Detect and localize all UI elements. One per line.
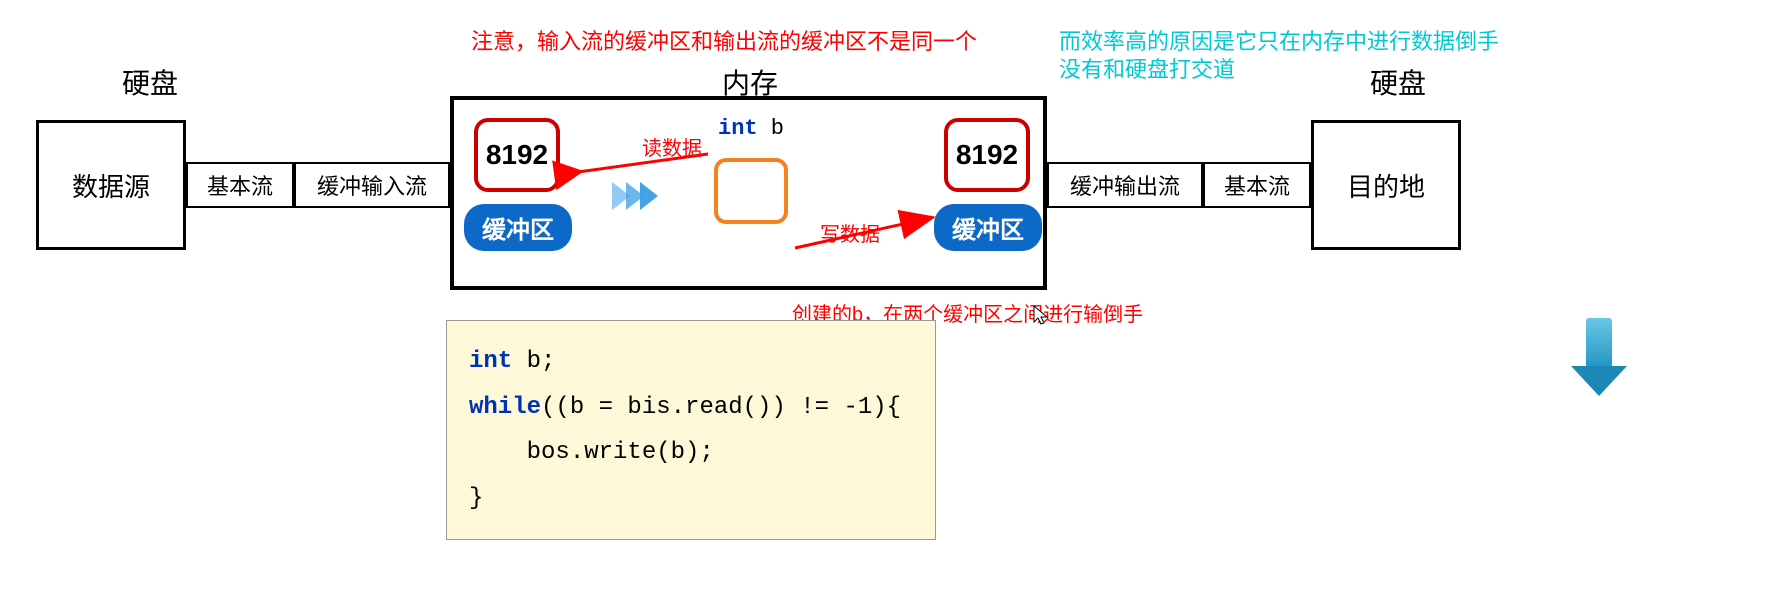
- box-source: 数据源: [36, 120, 186, 250]
- write-label: 写数据: [820, 218, 880, 247]
- note-efficiency-line2: 没有和硬盘打交道: [1059, 52, 1235, 84]
- buffer-left: 8192: [474, 118, 560, 192]
- code-block: int b; while((b = bis.read()) != -1){ bo…: [446, 320, 936, 540]
- code-line-1: int b;: [469, 339, 913, 385]
- buffer-right-label: 缓冲区: [934, 204, 1042, 251]
- read-chevrons-icon: [612, 182, 654, 210]
- code-kw-int: int: [469, 348, 512, 375]
- int-b-box: [714, 158, 788, 224]
- int-b-declaration: int b: [718, 116, 784, 141]
- box-buffered-output: 缓冲输出流: [1047, 162, 1203, 208]
- buffer-left-size: 8192: [486, 139, 548, 171]
- box-dest: 目的地: [1311, 120, 1461, 250]
- read-label: 读数据: [642, 132, 702, 161]
- code-line-4: }: [469, 476, 913, 522]
- box-buffered-input-label: 缓冲输入流: [317, 169, 427, 201]
- code-line-3: bos.write(b);: [469, 430, 913, 476]
- code-line2-rest: ((b = bis.read()) != -1){: [541, 394, 901, 421]
- box-basic-stream-right-label: 基本流: [1224, 169, 1290, 201]
- box-buffered-input: 缓冲输入流: [294, 162, 450, 208]
- buffer-right-size: 8192: [956, 139, 1018, 171]
- buffer-left-label: 缓冲区: [464, 204, 572, 251]
- int-b-keyword: int: [718, 116, 758, 141]
- note-buffer-difference: 注意，输入流的缓冲区和输出流的缓冲区不是同一个: [471, 24, 977, 56]
- buffer-right-label-text: 缓冲区: [952, 210, 1024, 245]
- box-source-label: 数据源: [72, 167, 150, 204]
- heading-right-disk: 硬盘: [1370, 62, 1426, 102]
- buffer-left-label-text: 缓冲区: [482, 210, 554, 245]
- box-dest-label: 目的地: [1347, 167, 1425, 204]
- code-line1-rest: b;: [512, 348, 555, 375]
- code-kw-while: while: [469, 394, 541, 421]
- heading-left-disk: 硬盘: [122, 62, 178, 102]
- box-basic-stream-left-label: 基本流: [207, 169, 273, 201]
- box-basic-stream-left: 基本流: [186, 162, 294, 208]
- box-buffered-output-label: 缓冲输出流: [1070, 169, 1180, 201]
- int-b-name: b: [758, 116, 784, 141]
- buffer-right: 8192: [944, 118, 1030, 192]
- box-basic-stream-right: 基本流: [1203, 162, 1311, 208]
- code-line-2: while((b = bis.read()) != -1){: [469, 385, 913, 431]
